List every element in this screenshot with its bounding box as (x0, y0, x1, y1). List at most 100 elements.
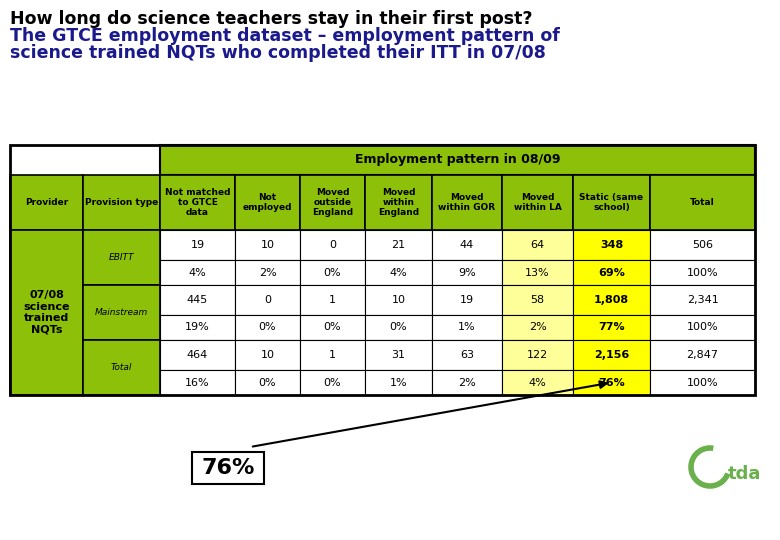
Bar (10, 175, 83, 230)
Text: 122: 122 (526, 350, 548, 360)
Text: 76%: 76% (201, 458, 255, 478)
Bar (160, 260, 235, 285)
Bar (650, 260, 755, 285)
Text: 1%: 1% (458, 322, 476, 333)
Text: Moved
within LA: Moved within LA (513, 193, 562, 212)
Bar (573, 260, 650, 285)
Text: Moved
within
England: Moved within England (378, 187, 419, 218)
Bar (573, 315, 650, 340)
Text: 1,808: 1,808 (594, 295, 629, 305)
Bar (160, 370, 235, 395)
Bar (650, 285, 755, 315)
Bar (502, 370, 573, 395)
Bar (365, 175, 432, 230)
Text: How long do science teachers stay in their first post?: How long do science teachers stay in the… (10, 10, 533, 28)
Text: 1: 1 (329, 295, 336, 305)
Bar (192, 452, 264, 484)
Text: 16%: 16% (185, 377, 210, 388)
Text: 100%: 100% (686, 322, 718, 333)
Bar (432, 260, 502, 285)
Bar (502, 285, 573, 315)
Bar (650, 315, 755, 340)
Text: tda: tda (728, 465, 761, 483)
Text: 10: 10 (392, 295, 406, 305)
Text: 0%: 0% (324, 377, 342, 388)
Text: 2,847: 2,847 (686, 350, 718, 360)
Text: 44: 44 (460, 240, 474, 250)
Bar (365, 230, 432, 260)
Text: 19%: 19% (185, 322, 210, 333)
Text: 100%: 100% (686, 267, 718, 278)
Text: 64: 64 (530, 240, 544, 250)
Text: Employment pattern in 08/09: Employment pattern in 08/09 (355, 153, 560, 166)
Text: 21: 21 (392, 240, 406, 250)
Text: 0%: 0% (324, 267, 342, 278)
Text: 2%: 2% (458, 377, 476, 388)
Text: 0%: 0% (259, 322, 276, 333)
Bar (432, 230, 502, 260)
Bar (83, 340, 160, 395)
Bar (573, 340, 650, 370)
Bar (160, 145, 755, 175)
Bar (502, 175, 573, 230)
Bar (650, 175, 755, 230)
Text: Total: Total (690, 198, 715, 207)
Text: Provision type: Provision type (85, 198, 158, 207)
Text: 69%: 69% (598, 267, 625, 278)
Bar (300, 370, 365, 395)
Text: EBITT: EBITT (108, 253, 134, 262)
Bar (235, 370, 300, 395)
Text: 4%: 4% (529, 377, 546, 388)
Text: Static (same
school): Static (same school) (580, 193, 643, 212)
Bar (300, 285, 365, 315)
Text: 2,156: 2,156 (594, 350, 629, 360)
Bar (432, 315, 502, 340)
Bar (300, 260, 365, 285)
Bar (10, 230, 83, 395)
Bar (432, 340, 502, 370)
Text: 76%: 76% (598, 377, 625, 388)
Bar (573, 175, 650, 230)
Bar (160, 285, 235, 315)
Text: 63: 63 (460, 350, 474, 360)
Bar (502, 340, 573, 370)
Text: Not matched
to GTCE
data: Not matched to GTCE data (165, 187, 230, 218)
Bar (300, 230, 365, 260)
Text: Mainstream: Mainstream (95, 308, 148, 317)
Text: 100%: 100% (686, 377, 718, 388)
Text: Not
employed: Not employed (243, 193, 292, 212)
Bar (235, 315, 300, 340)
Text: 07/08
science
trained
NQTs: 07/08 science trained NQTs (23, 290, 69, 335)
Bar (502, 260, 573, 285)
Text: 9%: 9% (458, 267, 476, 278)
Text: 19: 19 (460, 295, 474, 305)
Text: 1: 1 (329, 350, 336, 360)
Text: 0%: 0% (259, 377, 276, 388)
Bar (573, 285, 650, 315)
Text: 10: 10 (261, 240, 275, 250)
Bar (432, 175, 502, 230)
Bar (83, 230, 160, 285)
Bar (365, 285, 432, 315)
Bar (300, 340, 365, 370)
Bar (83, 175, 160, 230)
Bar (365, 260, 432, 285)
Text: 2%: 2% (529, 322, 546, 333)
Bar (432, 370, 502, 395)
Text: Total: Total (111, 363, 132, 372)
Bar (83, 285, 160, 340)
Bar (650, 370, 755, 395)
Text: 0: 0 (264, 295, 271, 305)
Text: 4%: 4% (390, 267, 407, 278)
Bar (235, 285, 300, 315)
Bar (432, 285, 502, 315)
Text: 1%: 1% (390, 377, 407, 388)
Text: 464: 464 (187, 350, 208, 360)
Bar (235, 340, 300, 370)
Text: 2,341: 2,341 (686, 295, 718, 305)
Text: 77%: 77% (598, 322, 625, 333)
Bar (235, 230, 300, 260)
Text: 445: 445 (187, 295, 208, 305)
Bar (650, 230, 755, 260)
Bar (160, 230, 235, 260)
